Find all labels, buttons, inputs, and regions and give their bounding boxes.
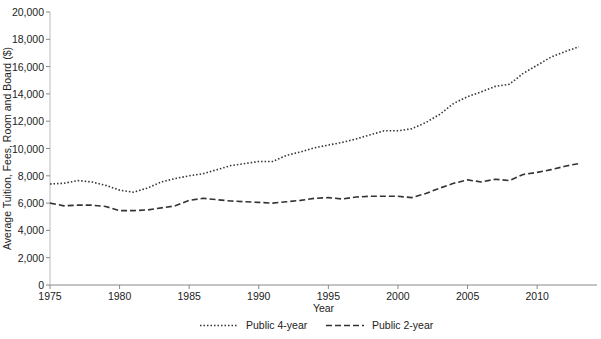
series-line	[50, 164, 579, 211]
x-axis-line	[50, 285, 597, 286]
y-tick-label: 8,000	[18, 170, 44, 182]
series-line	[50, 47, 579, 192]
x-tick-label: 1985	[178, 290, 202, 302]
x-tick-label: 1975	[38, 290, 62, 302]
y-axis-label: Average Tuition, Fees, Room and Board ($…	[1, 47, 13, 250]
x-tick	[537, 285, 538, 289]
legend-label: Public 4-year	[246, 319, 308, 331]
y-tick	[46, 39, 50, 40]
y-tick-label: 6,000	[18, 197, 44, 209]
x-tick-label: 1990	[247, 290, 271, 302]
y-tick	[46, 175, 50, 176]
y-tick	[46, 148, 50, 149]
y-tick	[46, 93, 50, 94]
y-tick	[46, 257, 50, 258]
x-tick-label: 1980	[108, 290, 132, 302]
x-tick-label: 1995	[317, 290, 341, 302]
y-tick-label: 4,000	[18, 224, 44, 236]
x-tick-label: 2010	[525, 290, 549, 302]
x-tick	[50, 285, 51, 289]
x-tick	[328, 285, 329, 289]
y-tick-label: 16,000	[12, 61, 44, 73]
legend-swatch	[200, 325, 238, 327]
y-tick	[46, 121, 50, 122]
x-tick	[119, 285, 120, 289]
legend-label: Public 2-year	[372, 319, 434, 331]
y-tick-label: 12,000	[12, 115, 44, 127]
y-tick-label: 2,000	[18, 252, 44, 264]
chart: 02,0004,0006,0008,00010,00012,00014,0001…	[0, 0, 601, 339]
y-tick	[46, 285, 50, 286]
plot-area	[50, 47, 579, 211]
y-tick	[46, 230, 50, 231]
legend-swatch	[326, 325, 364, 327]
y-tick-label: 20,000	[12, 6, 44, 18]
y-tick	[46, 12, 50, 13]
legend: Public 4-year Public 2-year	[200, 319, 434, 331]
y-tick	[46, 66, 50, 67]
x-axis-label: Year	[313, 302, 335, 314]
x-tick	[467, 285, 468, 289]
x-tick-label: 2000	[386, 290, 410, 302]
x-tick-label: 2005	[456, 290, 480, 302]
x-tick	[258, 285, 259, 289]
x-tick	[189, 285, 190, 289]
y-tick-label: 14,000	[12, 88, 44, 100]
y-tick-label: 10,000	[12, 143, 44, 155]
y-tick	[46, 203, 50, 204]
y-tick-label: 18,000	[12, 33, 44, 45]
x-tick	[397, 285, 398, 289]
